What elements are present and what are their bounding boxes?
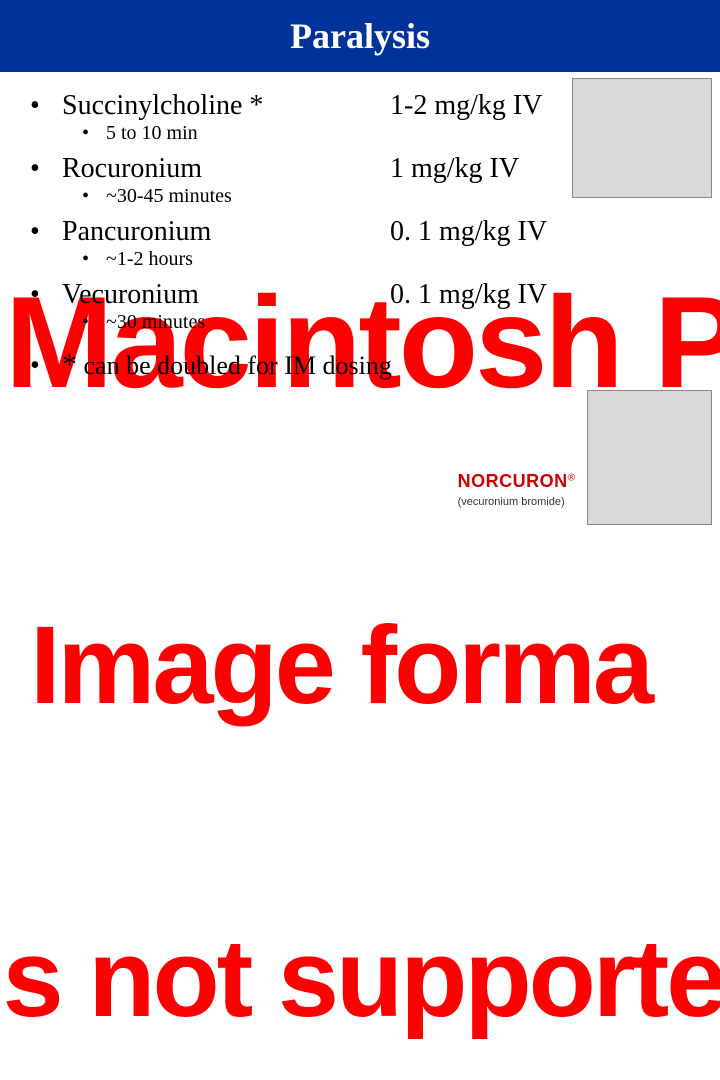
bullet-icon: • xyxy=(30,216,62,248)
footnote-star: * xyxy=(62,348,77,381)
footnote-text: can be doubled for IM dosing xyxy=(77,351,392,380)
drug-dose: 0. 1 mg/kg IV xyxy=(390,279,590,311)
slide-content: • Succinylcholine * 1-2 mg/kg IV • 5 to … xyxy=(30,82,590,382)
bullet-icon: • xyxy=(30,153,62,185)
drug-row: • Pancuronium 0. 1 mg/kg IV xyxy=(30,216,590,248)
drug-name: Rocuronium xyxy=(62,153,390,185)
bullet-icon: • xyxy=(30,350,62,382)
logo-generic-name: (vecuronium bromide) xyxy=(458,496,565,508)
drug-sub: • ~30 minutes xyxy=(82,311,590,334)
drug-duration: 5 to 10 min xyxy=(106,122,198,145)
drug-dose: 1 mg/kg IV xyxy=(390,153,590,185)
drug-duration: ~1-2 hours xyxy=(106,248,193,271)
logo-brand: NORCURON xyxy=(458,471,568,492)
drug-row: • Rocuronium 1 mg/kg IV xyxy=(30,153,590,185)
drug-sub: • ~30-45 minutes xyxy=(82,185,590,208)
drug-dose: 1-2 mg/kg IV xyxy=(390,90,590,122)
drug-dose: 0. 1 mg/kg IV xyxy=(390,216,590,248)
drug-name: Succinylcholine * xyxy=(62,90,390,122)
drug-sub: • 5 to 10 min xyxy=(82,122,590,145)
title-bar: Paralysis xyxy=(0,0,720,72)
watermark-line-2: Image forma xyxy=(30,614,720,719)
sub-bullet-icon: • xyxy=(82,248,106,271)
drug-sub: • ~1-2 hours xyxy=(82,248,590,271)
logo-registered-icon: ® xyxy=(568,473,575,484)
drug-duration: ~30-45 minutes xyxy=(106,185,232,208)
vial-image-bottom xyxy=(587,390,712,525)
footnote: * can be doubled for IM dosing xyxy=(62,348,392,382)
drug-row: • Vecuronium 0. 1 mg/kg IV xyxy=(30,279,590,311)
drug-name: Vecuronium xyxy=(62,279,390,311)
footnote-row: • * can be doubled for IM dosing xyxy=(30,348,590,382)
drug-row: • Succinylcholine * 1-2 mg/kg IV xyxy=(30,90,590,122)
sub-bullet-icon: • xyxy=(82,122,106,145)
bullet-icon: • xyxy=(30,90,62,122)
drug-duration: ~30 minutes xyxy=(106,311,205,334)
slide-title: Paralysis xyxy=(290,15,430,57)
sub-bullet-icon: • xyxy=(82,185,106,208)
sub-bullet-icon: • xyxy=(82,311,106,334)
norcuron-logo: NORCURON® (vecuronium bromide) xyxy=(458,471,575,510)
watermark-line-3: is not supported xyxy=(0,927,720,1032)
bullet-icon: • xyxy=(30,279,62,311)
drug-name: Pancuronium xyxy=(62,216,390,248)
vial-image-top xyxy=(572,78,712,198)
